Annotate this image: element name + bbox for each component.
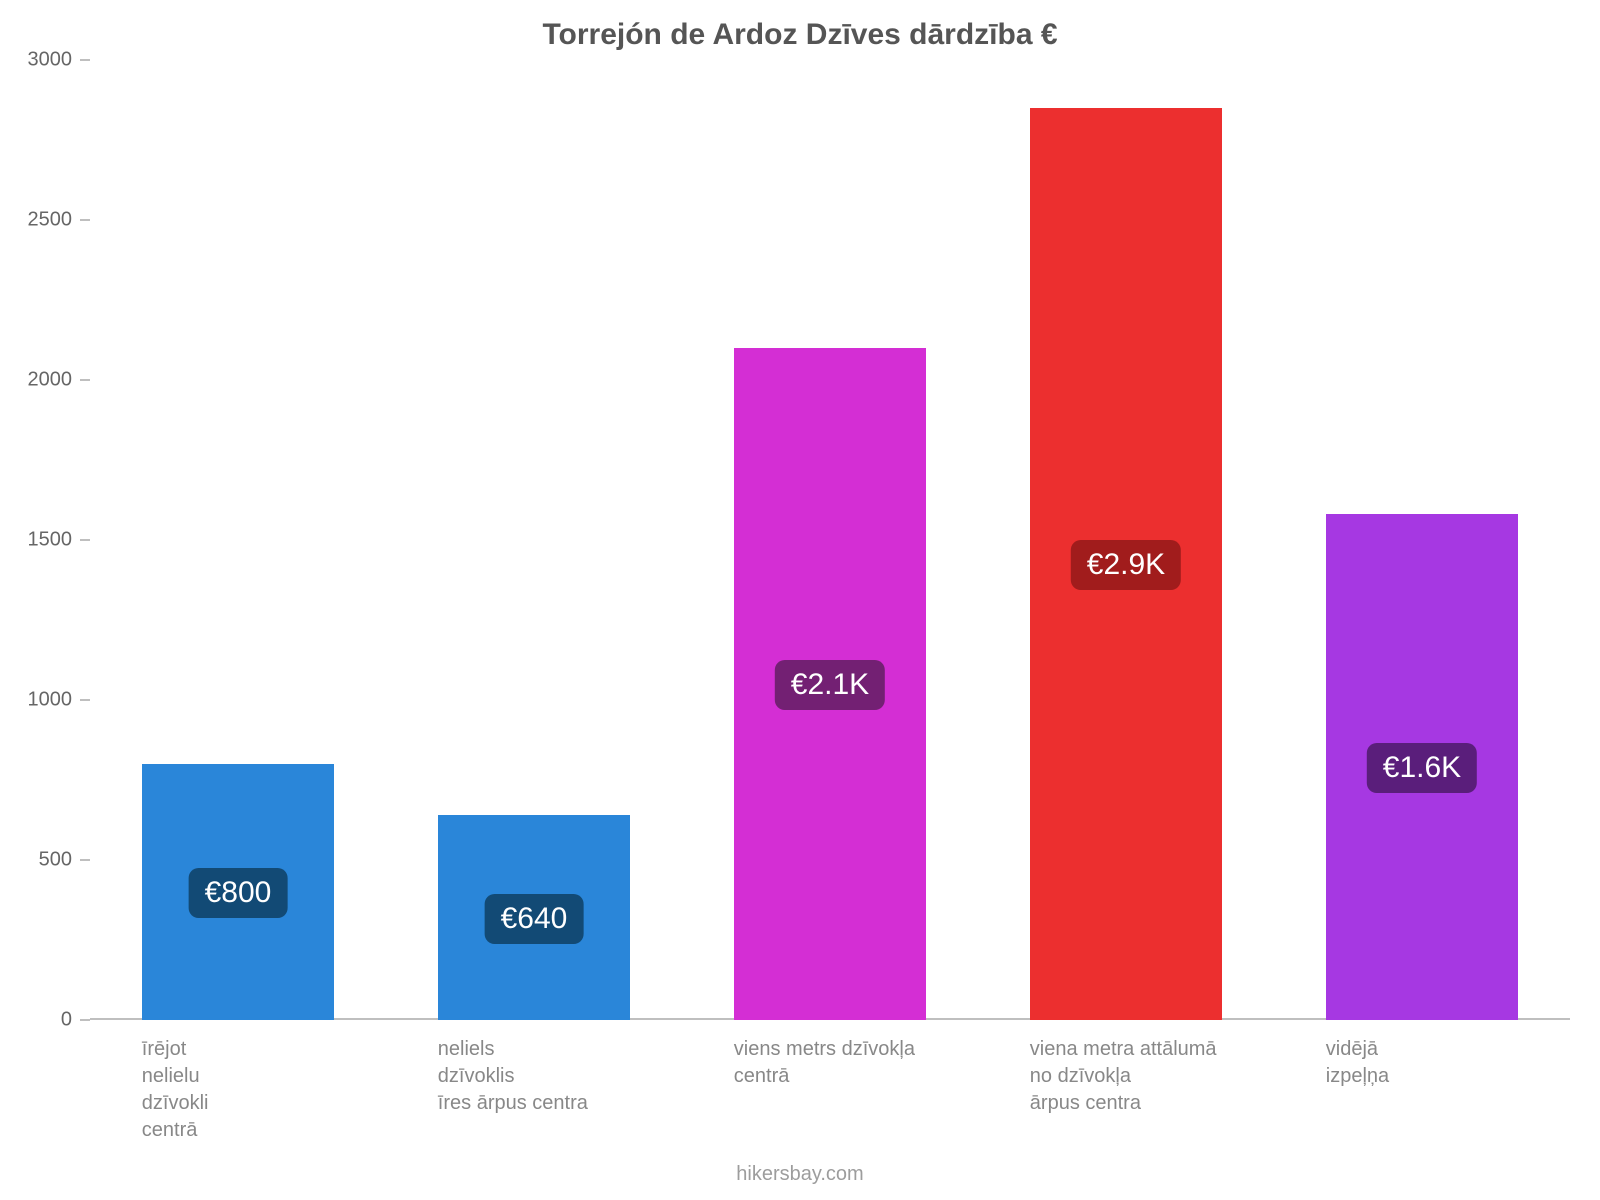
attribution-text: hikersbay.com xyxy=(0,1163,1600,1186)
x-tick-label-line: centrā xyxy=(142,1117,423,1144)
x-tick-label-line: nelielu xyxy=(142,1063,423,1090)
y-tick-label: 2000 xyxy=(28,369,73,392)
y-tick xyxy=(80,379,90,381)
x-tick-label-line: ārpus centra xyxy=(1030,1090,1311,1117)
x-tick-label-line: izpeļņa xyxy=(1326,1063,1600,1090)
y-tick xyxy=(80,59,90,61)
x-tick-label: viena metra attālumāno dzīvokļaārpus cen… xyxy=(1030,1036,1311,1117)
value-badge: €640 xyxy=(485,894,584,944)
bar-chart: Torrejón de Ardoz Dzīves dārdzība € 0 500… xyxy=(0,0,1600,1200)
x-tick-label: vidējāizpeļņa xyxy=(1326,1036,1600,1090)
x-tick-label-line: viens metrs dzīvokļa xyxy=(734,1036,1015,1063)
y-tick-label: 3000 xyxy=(28,49,73,72)
value-badge: €2.9K xyxy=(1071,540,1181,590)
x-tick-label-line: viena metra attālumā xyxy=(1030,1036,1311,1063)
y-tick-label: 0 xyxy=(61,1009,72,1032)
x-tick-label-line: neliels xyxy=(438,1036,719,1063)
x-tick-label-line: īres ārpus centra xyxy=(438,1090,719,1117)
y-tick-label: 500 xyxy=(39,849,72,872)
x-tick-label-line: dzīvoklis xyxy=(438,1063,719,1090)
x-tick-label-line: īrējot xyxy=(142,1036,423,1063)
plot-area: 050010001500200025003000€800€640€2.1K€2.… xyxy=(90,60,1570,1020)
bar: €800 xyxy=(142,764,334,1020)
x-tick-label: viens metrs dzīvokļacentrā xyxy=(734,1036,1015,1090)
x-tick-label-line: centrā xyxy=(734,1063,1015,1090)
value-badge: €800 xyxy=(189,868,288,918)
bar: €2.9K xyxy=(1030,108,1222,1020)
y-tick-label: 2500 xyxy=(28,209,73,232)
x-tick-label-line: dzīvokli xyxy=(142,1090,423,1117)
bar: €640 xyxy=(438,815,630,1020)
value-badge: €1.6K xyxy=(1367,743,1477,793)
y-tick xyxy=(80,1019,90,1021)
y-tick xyxy=(80,859,90,861)
chart-title: Torrejón de Ardoz Dzīves dārdzība € xyxy=(0,18,1600,52)
y-tick-label: 1000 xyxy=(28,689,73,712)
y-tick-label: 1500 xyxy=(28,529,73,552)
y-tick xyxy=(80,539,90,541)
y-tick xyxy=(80,699,90,701)
x-tick-label-line: vidējā xyxy=(1326,1036,1600,1063)
x-tick-label: nelielsdzīvoklisīres ārpus centra xyxy=(438,1036,719,1117)
y-tick xyxy=(80,219,90,221)
x-tick-label-line: no dzīvokļa xyxy=(1030,1063,1311,1090)
bar: €2.1K xyxy=(734,348,926,1020)
x-tick-label: īrējotnelieludzīvoklicentrā xyxy=(142,1036,423,1144)
bar: €1.6K xyxy=(1326,514,1518,1020)
value-badge: €2.1K xyxy=(775,660,885,710)
